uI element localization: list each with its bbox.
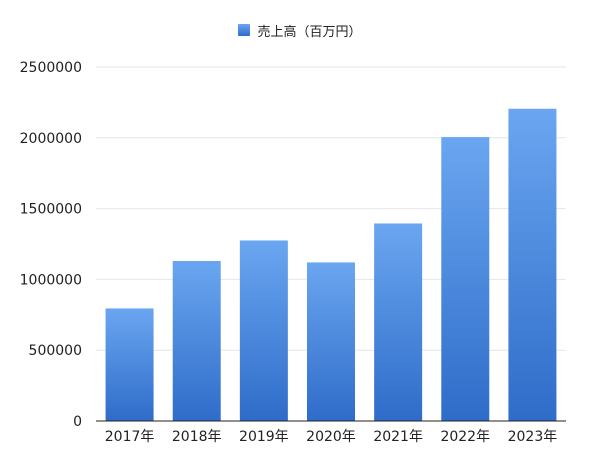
x-tick-label-0: 2017年 — [105, 429, 155, 445]
x-tick-label-2: 2019年 — [239, 429, 289, 445]
y-tick-label-3: 1500000 — [20, 202, 82, 218]
bar-3 — [307, 262, 355, 421]
bar-5 — [441, 137, 490, 422]
y-tick-label-1: 500000 — [29, 343, 82, 359]
x-tick-label-3: 2020年 — [306, 429, 356, 445]
y-tick-label-2: 1000000 — [20, 272, 82, 288]
y-tick-label-0: 0 — [73, 414, 82, 430]
bar-1 — [172, 260, 221, 421]
legend: 売上高（百万円） — [0, 19, 600, 41]
bar-4 — [374, 223, 423, 421]
legend-label: 売上高（百万円） — [257, 24, 362, 40]
bar-2 — [239, 240, 288, 421]
bar-0 — [105, 308, 154, 421]
legend-swatch-icon — [238, 24, 251, 36]
x-tick-label-5: 2022年 — [440, 429, 490, 445]
y-tick-label-4: 2000000 — [20, 131, 82, 147]
tick-labels: 0 500000 1000000 1500000 2000000 2500000 2017年… — [20, 60, 558, 445]
x-tick-label-1: 2018年 — [172, 429, 222, 445]
bar-6 — [508, 108, 557, 421]
x-tick-label-6: 2023年 — [508, 429, 558, 445]
bars — [105, 108, 557, 422]
y-tick-label-5: 2500000 — [20, 60, 82, 76]
x-tick-label-4: 2021年 — [373, 429, 423, 445]
